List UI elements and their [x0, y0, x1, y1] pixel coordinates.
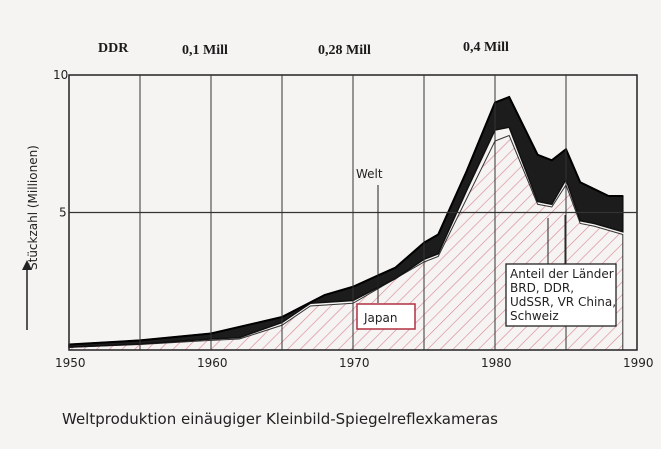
x-tick-label: 1960 — [197, 356, 228, 370]
japan-label: Japan — [363, 311, 397, 325]
legend-line-1: Anteil der Länder — [510, 267, 614, 281]
welt-line — [68, 95, 623, 346]
x-tick-label: 1950 — [55, 356, 86, 370]
header-label-ddr: DDR — [98, 41, 129, 56]
legend-line-3: UdSSR, VR China, — [510, 295, 616, 309]
chart-title: Weltproduktion einäugiger Kleinbild-Spie… — [62, 410, 498, 428]
japan-area — [68, 134, 624, 351]
y-tick-label: 10 — [53, 68, 68, 82]
header-label-2: 0,28 Mill — [318, 43, 371, 58]
y-axis-label: Stückzahl (Millionen) — [26, 145, 40, 270]
welt-label: Welt — [356, 167, 383, 181]
header-label-1: 0,1 Mill — [182, 43, 228, 58]
legend-line-2: BRD, DDR, — [510, 281, 574, 295]
header-label-3: 0,4 Mill — [463, 40, 509, 55]
y-tick-label: 5 — [59, 206, 67, 220]
y-axis-arrow — [22, 260, 32, 330]
x-tick-label: 1990 — [623, 356, 654, 370]
legend-box — [505, 263, 617, 327]
japan-label-box — [356, 303, 416, 330]
x-tick-label: 1970 — [339, 356, 370, 370]
legend-line-4: Schweiz — [510, 309, 559, 323]
x-tick-label: 1980 — [481, 356, 512, 370]
